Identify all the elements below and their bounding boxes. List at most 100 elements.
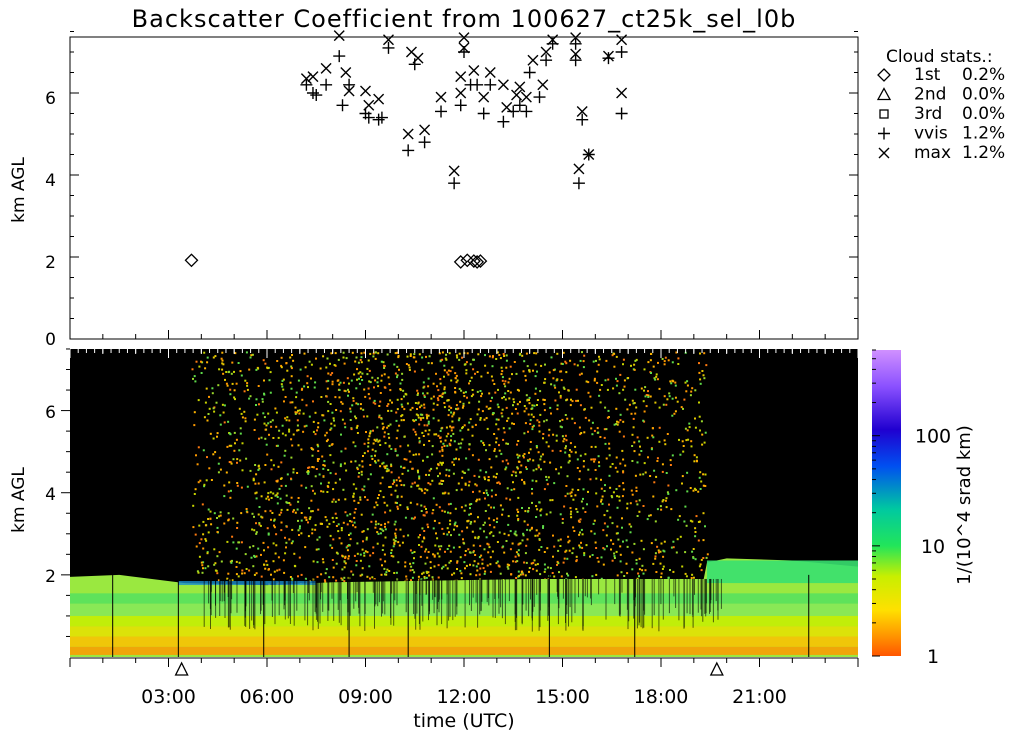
backscatter-cell [378, 494, 380, 496]
backscatter-cell [658, 426, 661, 429]
backscatter-cell [625, 562, 628, 565]
backscatter-cell [536, 563, 539, 566]
backscatter-cell [195, 360, 198, 363]
backscatter-cell [197, 399, 200, 402]
backscatter-cell [308, 517, 311, 520]
backscatter-cell [555, 439, 558, 442]
backscatter-cell [633, 368, 636, 371]
backscatter-cell [296, 424, 299, 427]
backscatter-cell [321, 558, 324, 561]
backscatter-cell [608, 447, 611, 450]
backscatter-cell [244, 420, 247, 423]
backscatter-cell [338, 383, 341, 386]
backscatter-cell [456, 525, 459, 528]
backscatter-cell [603, 428, 606, 431]
backscatter-cell [384, 465, 387, 468]
backscatter-cell [323, 579, 326, 582]
backscatter-cell [491, 550, 494, 553]
legend-diamond-icon [877, 68, 891, 82]
backscatter-cell [489, 570, 492, 573]
backscatter-cell [560, 370, 563, 373]
backscatter-cell [631, 551, 634, 554]
backscatter-cell [514, 555, 517, 558]
backscatter-cell [665, 506, 668, 509]
backscatter-cell [590, 406, 593, 409]
backscatter-cell [583, 431, 586, 434]
backscatter-cell [396, 454, 399, 457]
backscatter-cell [495, 358, 498, 360]
backscatter-cell [399, 445, 402, 448]
backscatter-cell [509, 365, 512, 368]
backscatter-cell [369, 554, 372, 557]
backscatter-cell [285, 541, 288, 544]
backscatter-cell [672, 380, 675, 383]
backscatter-cell [429, 561, 432, 564]
backscatter-cell [521, 478, 523, 481]
backscatter-cell [294, 406, 297, 409]
backscatter-cell [229, 393, 232, 396]
backscatter-cell [272, 437, 275, 439]
backscatter-cell [689, 519, 692, 522]
backscatter-cell [594, 445, 597, 448]
backscatter-cell [396, 429, 399, 432]
backscatter-cell [592, 522, 595, 525]
backscatter-cell [288, 428, 291, 431]
backscatter-cell [427, 414, 430, 417]
backscatter-cell [446, 371, 449, 374]
backscatter-cell [521, 354, 524, 357]
backscatter-cell [539, 390, 542, 393]
cross-point [602, 50, 614, 62]
backscatter-cell [688, 426, 691, 429]
backscatter-cell [590, 530, 593, 533]
band-stripe [70, 603, 858, 616]
backscatter-cell [313, 386, 316, 389]
backscatter-cell [346, 514, 349, 517]
cross-point [435, 91, 447, 103]
backscatter-cell [334, 512, 337, 515]
backscatter-cell [548, 428, 551, 431]
backscatter-cell [431, 512, 434, 515]
legend-value: 1.2% [962, 143, 1005, 163]
backscatter-cell [700, 480, 703, 483]
backscatter-cell [493, 448, 496, 451]
backscatter-cell [396, 365, 399, 368]
backscatter-cell [310, 447, 313, 449]
backscatter-cell [320, 522, 323, 525]
backscatter-cell [423, 396, 426, 398]
backscatter-cell [352, 495, 355, 498]
backscatter-cell [257, 385, 260, 387]
backscatter-cell [699, 471, 702, 474]
backscatter-cell [564, 550, 567, 553]
backscatter-cell [539, 514, 542, 517]
xtick-label: 03:00 [141, 686, 196, 708]
backscatter-cell [517, 570, 520, 573]
backscatter-cell [446, 548, 449, 550]
backscatter-cell [275, 533, 278, 536]
backscatter-cell [223, 421, 226, 424]
backscatter-cell [362, 455, 364, 457]
backscatter-cell [540, 508, 543, 511]
backscatter-cell [281, 424, 284, 427]
backscatter-cell [308, 415, 311, 418]
backscatter-cell [254, 492, 257, 495]
backscatter-cell [705, 556, 708, 559]
backscatter-cell [467, 484, 470, 487]
backscatter-cell [530, 562, 533, 565]
backscatter-cell [517, 460, 520, 463]
backscatter-cell [419, 417, 422, 420]
backscatter-cell [335, 579, 338, 582]
backscatter-cell [645, 394, 648, 396]
backscatter-cell [560, 426, 563, 429]
backscatter-cell [501, 379, 504, 382]
backscatter-cell [335, 525, 338, 527]
backscatter-cell [677, 357, 680, 360]
backscatter-cell [638, 453, 641, 456]
backscatter-cell [505, 354, 508, 357]
backscatter-cell [494, 391, 497, 394]
backscatter-cell [667, 359, 670, 362]
backscatter-cell [410, 565, 413, 568]
backscatter-cell [383, 431, 386, 434]
backscatter-cell [600, 500, 602, 503]
backscatter-cell [272, 560, 275, 563]
backscatter-cell [292, 359, 295, 362]
